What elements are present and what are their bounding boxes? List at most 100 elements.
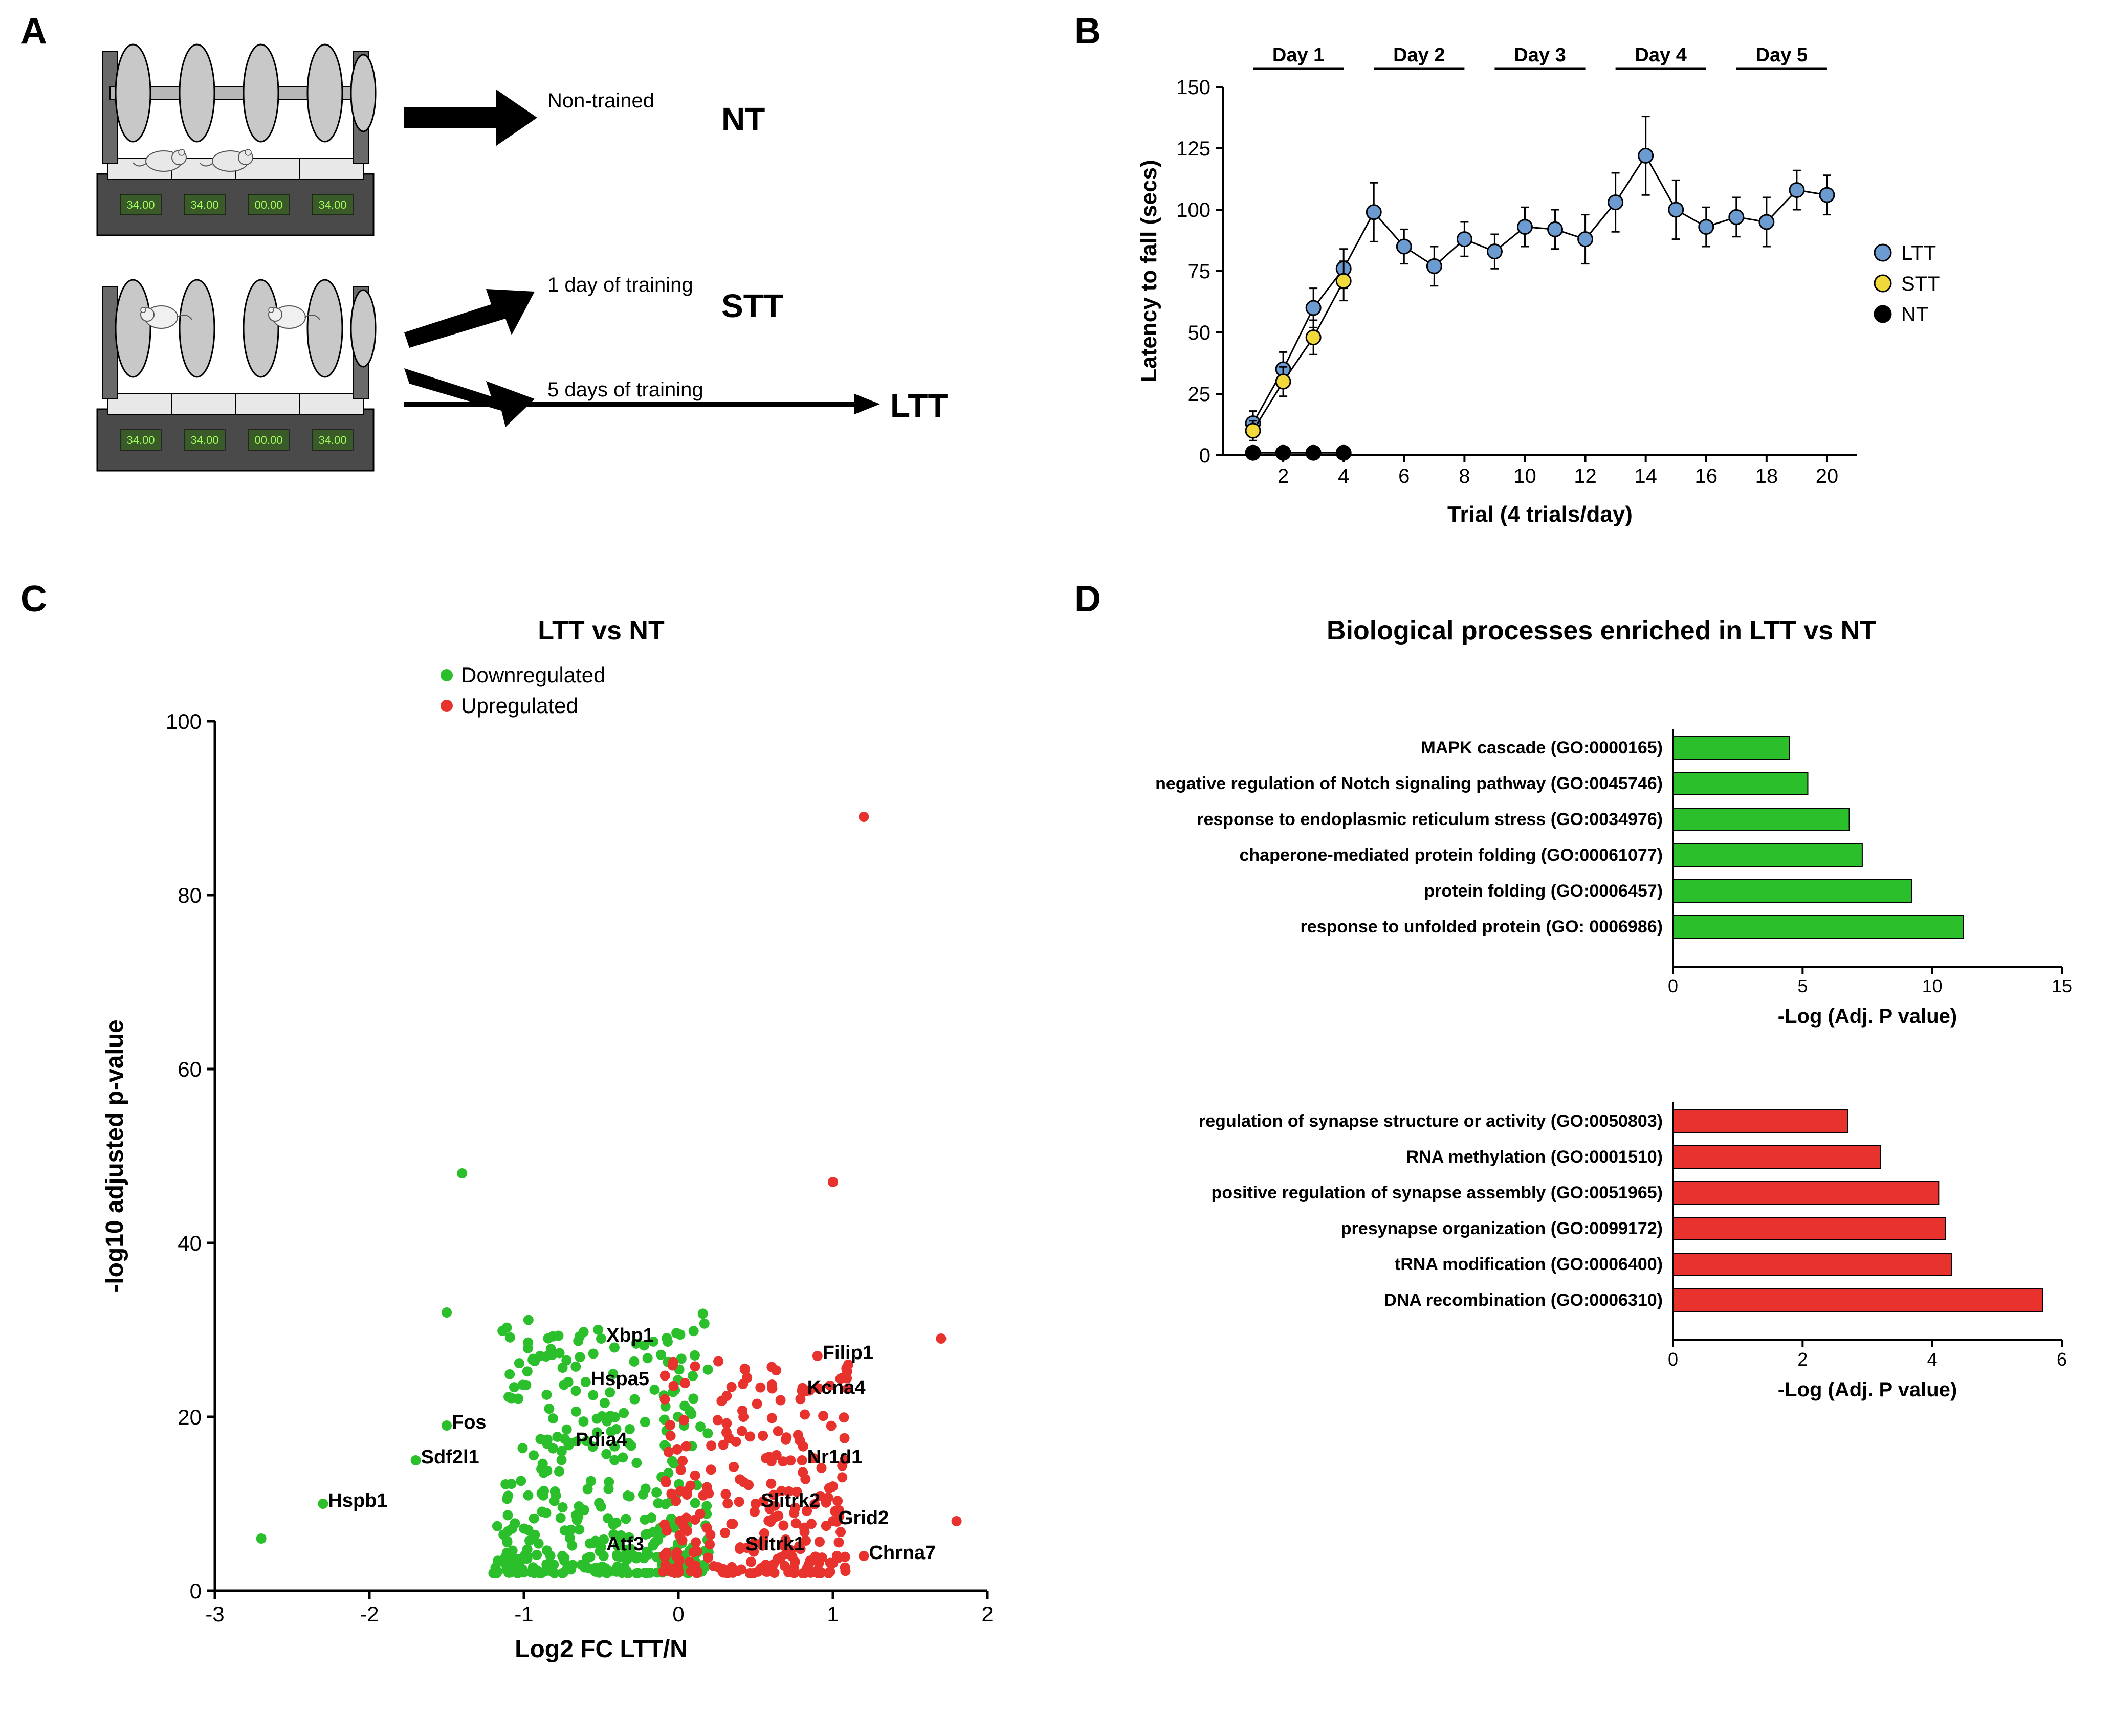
svg-text:Day 1: Day 1 — [1272, 44, 1324, 66]
svg-text:LTT: LTT — [1901, 242, 1936, 264]
svg-text:6: 6 — [1398, 465, 1410, 487]
svg-text:25: 25 — [1188, 383, 1211, 406]
svg-text:STT: STT — [1901, 273, 1940, 295]
svg-text:34.00: 34.00 — [126, 198, 155, 211]
svg-text:0: 0 — [1668, 975, 1678, 996]
svg-text:125: 125 — [1176, 138, 1210, 160]
svg-text:LTT vs NT: LTT vs NT — [538, 616, 665, 646]
svg-text:response to unfolded protein (: response to unfolded protein (GO: 000698… — [1301, 917, 1663, 937]
svg-text:Hspa5: Hspa5 — [591, 1368, 649, 1390]
svg-text:40: 40 — [178, 1231, 202, 1255]
svg-text:75: 75 — [1188, 260, 1211, 283]
svg-text:80: 80 — [178, 883, 202, 907]
svg-text:0: 0 — [672, 1602, 684, 1626]
svg-text:response to endoplasmic reticu: response to endoplasmic reticulum stress… — [1197, 810, 1663, 829]
svg-text:34.00: 34.00 — [318, 434, 346, 447]
svg-text:2: 2 — [1797, 1349, 1808, 1370]
svg-text:-Log (Adj. P value): -Log (Adj. P value) — [1778, 1005, 1957, 1028]
svg-text:Chrna7: Chrna7 — [869, 1542, 936, 1564]
svg-text:Biological processes enriched: Biological processes enriched in LTT vs … — [1327, 616, 1876, 646]
svg-text:RNA methylation (GO:0001510): RNA methylation (GO:0001510) — [1406, 1147, 1663, 1167]
svg-text:6: 6 — [2057, 1349, 2067, 1370]
panel-b-label: B — [1074, 10, 1101, 52]
svg-text:16: 16 — [1695, 465, 1718, 487]
svg-text:presynapse organization (GO:00: presynapse organization (GO:0099172) — [1341, 1219, 1663, 1238]
svg-text:-1: -1 — [514, 1602, 533, 1626]
svg-text:chaperone-mediated protein fol: chaperone-mediated protein folding (GO:0… — [1239, 845, 1663, 865]
svg-text:Downregulated: Downregulated — [461, 663, 606, 687]
svg-text:34.00: 34.00 — [190, 434, 218, 447]
svg-text:positive regulation of synapse: positive regulation of synapse assembly … — [1212, 1183, 1663, 1203]
svg-text:0: 0 — [1668, 1349, 1678, 1370]
svg-text:60: 60 — [178, 1057, 202, 1081]
svg-text:Upregulated: Upregulated — [461, 694, 578, 718]
svg-text:Day 5: Day 5 — [1756, 44, 1808, 66]
arrow-icon — [404, 289, 535, 348]
arrow-icon — [404, 90, 537, 146]
svg-text:Day 4: Day 4 — [1635, 44, 1686, 66]
svg-text:Nr1d1: Nr1d1 — [807, 1446, 863, 1468]
panel-a-figure: 34.00 34.00 00.00 34.00 Non-trai — [77, 31, 972, 491]
svg-text:14: 14 — [1634, 465, 1657, 487]
svg-text:Log2 FC LTT/N: Log2 FC LTT/N — [515, 1636, 688, 1663]
group-nt-label: NT — [721, 101, 765, 138]
svg-text:Kcna4: Kcna4 — [807, 1377, 866, 1398]
svg-text:50: 50 — [1188, 322, 1211, 344]
svg-text:2: 2 — [1278, 465, 1289, 487]
svg-text:-log10 adjusted p-value: -log10 adjusted p-value — [101, 1019, 128, 1292]
svg-text:34.00: 34.00 — [318, 198, 346, 211]
svg-text:Xbp1: Xbp1 — [606, 1325, 654, 1346]
svg-text:10: 10 — [1922, 975, 1943, 996]
group-ltt-label: LTT — [890, 387, 948, 424]
svg-text:Sdf2l1: Sdf2l1 — [421, 1446, 479, 1468]
svg-text:-Log (Adj. P value): -Log (Adj. P value) — [1778, 1378, 1957, 1401]
panel-c-label: C — [20, 578, 47, 620]
arrow-label-nt: Non-trained — [547, 90, 654, 112]
svg-text:protein folding (GO:0006457): protein folding (GO:0006457) — [1424, 881, 1663, 901]
svg-text:Filip1: Filip1 — [823, 1342, 873, 1364]
arrow-label-ltt: 5 days of training — [547, 379, 703, 401]
panel-b-chart: 02550751001251502468101214161820Trial (4… — [1126, 31, 2072, 542]
svg-text:150: 150 — [1176, 76, 1210, 99]
svg-text:Trial (4 trials/day): Trial (4 trials/day) — [1447, 502, 1633, 527]
svg-text:8: 8 — [1459, 465, 1470, 487]
svg-text:15: 15 — [2052, 975, 2072, 996]
rotarod-nontrained: 34.00 34.00 00.00 34.00 — [97, 44, 376, 235]
svg-text:Slitrk1: Slitrk1 — [745, 1533, 805, 1555]
svg-text:10: 10 — [1513, 465, 1536, 487]
svg-text:20: 20 — [1816, 465, 1839, 487]
panel-c-chart: LTT vs NTDownregulatedUpregulated0204060… — [82, 609, 1028, 1683]
svg-text:00.00: 00.00 — [254, 434, 282, 447]
svg-text:00.00: 00.00 — [254, 198, 282, 211]
svg-text:Day 2: Day 2 — [1393, 44, 1445, 66]
svg-text:regulation of synapse structur: regulation of synapse structure or activ… — [1199, 1111, 1663, 1131]
svg-text:12: 12 — [1574, 465, 1597, 487]
svg-text:4: 4 — [1338, 465, 1349, 487]
svg-text:0: 0 — [1199, 444, 1210, 467]
svg-text:5: 5 — [1797, 975, 1808, 996]
svg-text:Fos: Fos — [452, 1412, 487, 1433]
svg-text:NT: NT — [1901, 303, 1928, 326]
svg-text:Pdia4: Pdia4 — [576, 1429, 627, 1451]
svg-text:Hspb1: Hspb1 — [328, 1490, 387, 1511]
svg-text:-3: -3 — [205, 1602, 224, 1626]
svg-text:Grid2: Grid2 — [838, 1507, 889, 1529]
svg-text:-2: -2 — [360, 1602, 379, 1626]
svg-text:2: 2 — [981, 1602, 993, 1626]
svg-text:negative regulation of Notch s: negative regulation of Notch signaling p… — [1155, 774, 1663, 793]
svg-text:34.00: 34.00 — [126, 434, 155, 447]
panel-a-label: A — [20, 10, 47, 52]
svg-text:Day 3: Day 3 — [1514, 44, 1566, 66]
svg-text:MAPK cascade (GO:0000165): MAPK cascade (GO:0000165) — [1421, 738, 1663, 758]
svg-text:1: 1 — [827, 1602, 839, 1626]
svg-text:Latency to fall (secs): Latency to fall (secs) — [1136, 160, 1161, 382]
svg-text:34.00: 34.00 — [190, 198, 218, 211]
svg-text:20: 20 — [178, 1405, 202, 1429]
svg-text:tRNA modification (GO:0006400): tRNA modification (GO:0006400) — [1395, 1255, 1663, 1274]
svg-text:Slitrk2: Slitrk2 — [761, 1490, 820, 1511]
svg-text:DNA recombination (GO:0006310): DNA recombination (GO:0006310) — [1384, 1290, 1663, 1310]
svg-text:0: 0 — [190, 1579, 202, 1603]
svg-text:18: 18 — [1755, 465, 1778, 487]
svg-text:Atf3: Atf3 — [606, 1533, 644, 1555]
rotarod-trained: 34.00 34.00 00.00 34.00 <="65" y="110" w… — [97, 280, 376, 471]
